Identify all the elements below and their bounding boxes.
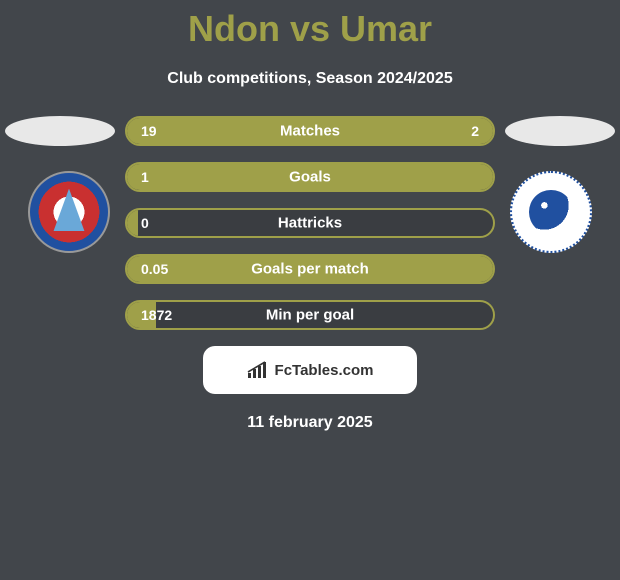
stat-value-left: 0 bbox=[141, 215, 149, 231]
stats-container: 19 Matches 2 1 Goals 0 Hattricks 0.05 Go… bbox=[125, 116, 495, 330]
stat-value-left: 1872 bbox=[141, 307, 172, 323]
stat-label: Goals bbox=[289, 169, 331, 186]
content-area: 19 Matches 2 1 Goals 0 Hattricks 0.05 Go… bbox=[0, 116, 620, 432]
stat-value-left: 1 bbox=[141, 169, 149, 185]
chart-icon bbox=[247, 361, 269, 379]
stat-label: Goals per match bbox=[251, 261, 369, 278]
stat-row-gpm: 0.05 Goals per match bbox=[125, 254, 495, 284]
page-title: Ndon vs Umar bbox=[0, 0, 620, 50]
player-photo-right bbox=[505, 116, 615, 146]
club-badge-right bbox=[510, 171, 592, 253]
subtitle: Club competitions, Season 2024/2025 bbox=[0, 70, 620, 88]
stat-row-matches: 19 Matches 2 bbox=[125, 116, 495, 146]
date-text: 11 february 2025 bbox=[0, 414, 620, 432]
stat-label: Min per goal bbox=[266, 307, 354, 324]
stat-value-left: 19 bbox=[141, 123, 157, 139]
stat-row-mpg: 1872 Min per goal bbox=[125, 300, 495, 330]
stat-label: Matches bbox=[280, 123, 340, 140]
stat-value-right: 2 bbox=[471, 123, 479, 139]
stat-fill bbox=[127, 210, 138, 236]
club-badge-left bbox=[28, 171, 110, 253]
stat-value-left: 0.05 bbox=[141, 261, 168, 277]
brand-text: FcTables.com bbox=[275, 362, 374, 379]
brand-badge[interactable]: FcTables.com bbox=[203, 346, 417, 394]
player-photo-left bbox=[5, 116, 115, 146]
stat-label: Hattricks bbox=[278, 215, 342, 232]
stat-row-goals: 1 Goals bbox=[125, 162, 495, 192]
stat-row-hattricks: 0 Hattricks bbox=[125, 208, 495, 238]
